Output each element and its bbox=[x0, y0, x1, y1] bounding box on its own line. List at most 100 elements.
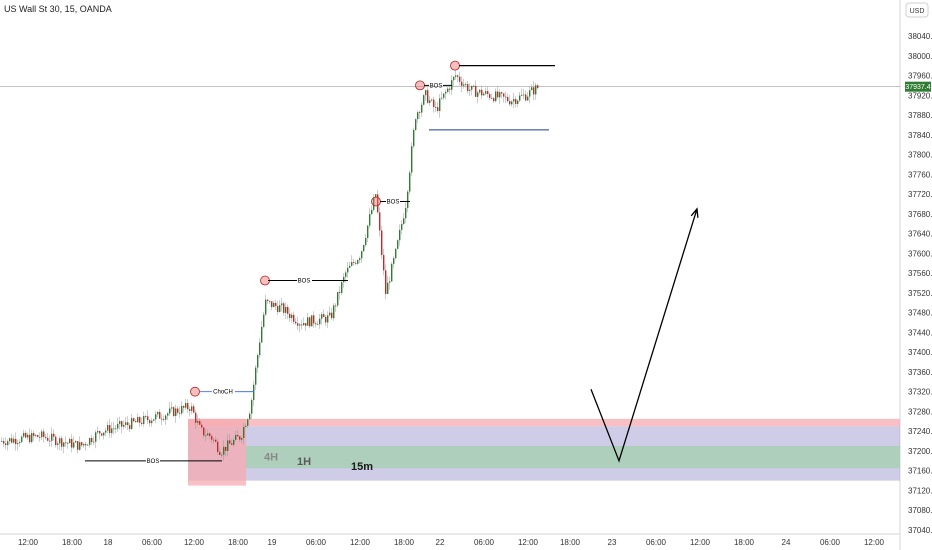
candle-body bbox=[207, 433, 209, 436]
zone-1h-origin bbox=[188, 418, 246, 486]
candle-body bbox=[251, 400, 253, 414]
candle-body bbox=[323, 314, 325, 317]
time-tick-label: 12:00 bbox=[518, 538, 539, 547]
candle-body bbox=[363, 245, 365, 252]
candle-body bbox=[179, 412, 181, 414]
price-axis[interactable]: 38040.0 38000.0 37960.0 37920.0 37880.0 37840… bbox=[908, 32, 932, 535]
candle-body bbox=[493, 98, 495, 102]
candle-body bbox=[335, 305, 337, 307]
candle-body bbox=[203, 427, 205, 436]
candle-body bbox=[535, 85, 537, 95]
candle-body bbox=[449, 88, 451, 90]
candle-body bbox=[345, 272, 347, 277]
candle-body bbox=[193, 406, 195, 413]
chart-title: US Wall St 30, 15, OANDA bbox=[4, 4, 112, 14]
candle-body bbox=[257, 355, 259, 368]
currency-button[interactable]: USD bbox=[905, 2, 929, 18]
candle-body bbox=[389, 281, 391, 283]
candle-body bbox=[157, 411, 159, 415]
candle-body bbox=[303, 323, 305, 326]
candle-body bbox=[407, 191, 409, 208]
candle-body bbox=[435, 107, 437, 108]
candle-body bbox=[231, 443, 233, 445]
candle-body bbox=[353, 262, 355, 263]
candle-body bbox=[391, 263, 393, 282]
time-tick-label: 12:00 bbox=[184, 538, 205, 547]
candle-body bbox=[343, 276, 345, 283]
candle-body bbox=[209, 433, 211, 437]
candle-body bbox=[369, 214, 371, 226]
candle-body bbox=[531, 87, 533, 91]
price-tick-label: 37480.0 bbox=[908, 309, 932, 318]
candle-body bbox=[529, 90, 531, 97]
candle-body bbox=[77, 441, 79, 450]
candle-body bbox=[57, 443, 59, 446]
time-axis[interactable]: 12:00 18:00 18 06:00 12:00 18:00 19 06:00 12:00 1… bbox=[18, 538, 885, 547]
candle-body bbox=[41, 431, 43, 438]
price-tick-label: 37200.0 bbox=[908, 447, 932, 456]
candle-body bbox=[223, 446, 225, 455]
candle-body bbox=[427, 90, 429, 103]
candle-body bbox=[67, 442, 69, 444]
candle-body bbox=[371, 209, 373, 215]
projection-path bbox=[590, 208, 698, 463]
candle-body bbox=[399, 229, 401, 241]
candle-body bbox=[73, 442, 75, 448]
price-tick-label: 37760.0 bbox=[908, 170, 932, 179]
candle-body bbox=[163, 419, 165, 420]
candle-body bbox=[411, 146, 413, 173]
candle-body bbox=[141, 422, 143, 424]
price-tick-label: 37560.0 bbox=[908, 269, 932, 278]
candle-body bbox=[421, 104, 423, 113]
candle-body bbox=[31, 433, 33, 443]
candle-body bbox=[465, 84, 467, 85]
candle-body bbox=[373, 197, 375, 210]
candle-body bbox=[189, 409, 191, 411]
candle-body bbox=[47, 437, 49, 441]
candle-body bbox=[349, 265, 351, 268]
candle-body bbox=[431, 99, 433, 101]
candle-body bbox=[441, 97, 443, 99]
candle-body bbox=[133, 418, 135, 422]
candle-body bbox=[173, 407, 175, 417]
candle-body bbox=[453, 76, 455, 81]
candle-body bbox=[515, 99, 517, 104]
candle-body bbox=[249, 413, 251, 420]
zone-label-4h: 4H bbox=[264, 451, 278, 463]
candle-body bbox=[491, 97, 493, 99]
candle-body bbox=[301, 324, 303, 326]
candle-body bbox=[325, 316, 327, 323]
time-tick-label: 22 bbox=[436, 538, 445, 547]
candle-body bbox=[445, 91, 447, 94]
candle-body bbox=[375, 194, 377, 198]
candle-body bbox=[497, 91, 499, 98]
candle-body bbox=[359, 258, 361, 261]
candle-body bbox=[25, 432, 27, 438]
price-tick-label: 38000.0 bbox=[908, 52, 932, 61]
time-tick-label: 06:00 bbox=[142, 538, 163, 547]
candle-body bbox=[201, 424, 203, 428]
candle-body bbox=[471, 85, 473, 90]
candle-body bbox=[43, 431, 45, 437]
time-tick-label: 19 bbox=[268, 538, 277, 547]
candle-body bbox=[299, 324, 301, 326]
candle-body bbox=[137, 417, 139, 423]
candle-body bbox=[97, 431, 99, 433]
candle-body bbox=[17, 443, 19, 445]
candle-body bbox=[71, 438, 73, 448]
candle-body bbox=[377, 194, 379, 213]
candle-body bbox=[269, 300, 271, 302]
candle-body bbox=[355, 262, 357, 264]
candle-body bbox=[423, 95, 425, 105]
candle-body bbox=[413, 129, 415, 147]
candle-body bbox=[307, 317, 309, 326]
candle-body bbox=[285, 306, 287, 313]
candle-body bbox=[21, 436, 23, 443]
candle-body bbox=[339, 291, 341, 293]
candle-body bbox=[225, 446, 227, 451]
candle-body bbox=[387, 282, 389, 295]
price-tick-label: 37360.0 bbox=[908, 368, 932, 377]
candle-body bbox=[11, 438, 13, 443]
time-tick-label: 18:00 bbox=[560, 538, 581, 547]
